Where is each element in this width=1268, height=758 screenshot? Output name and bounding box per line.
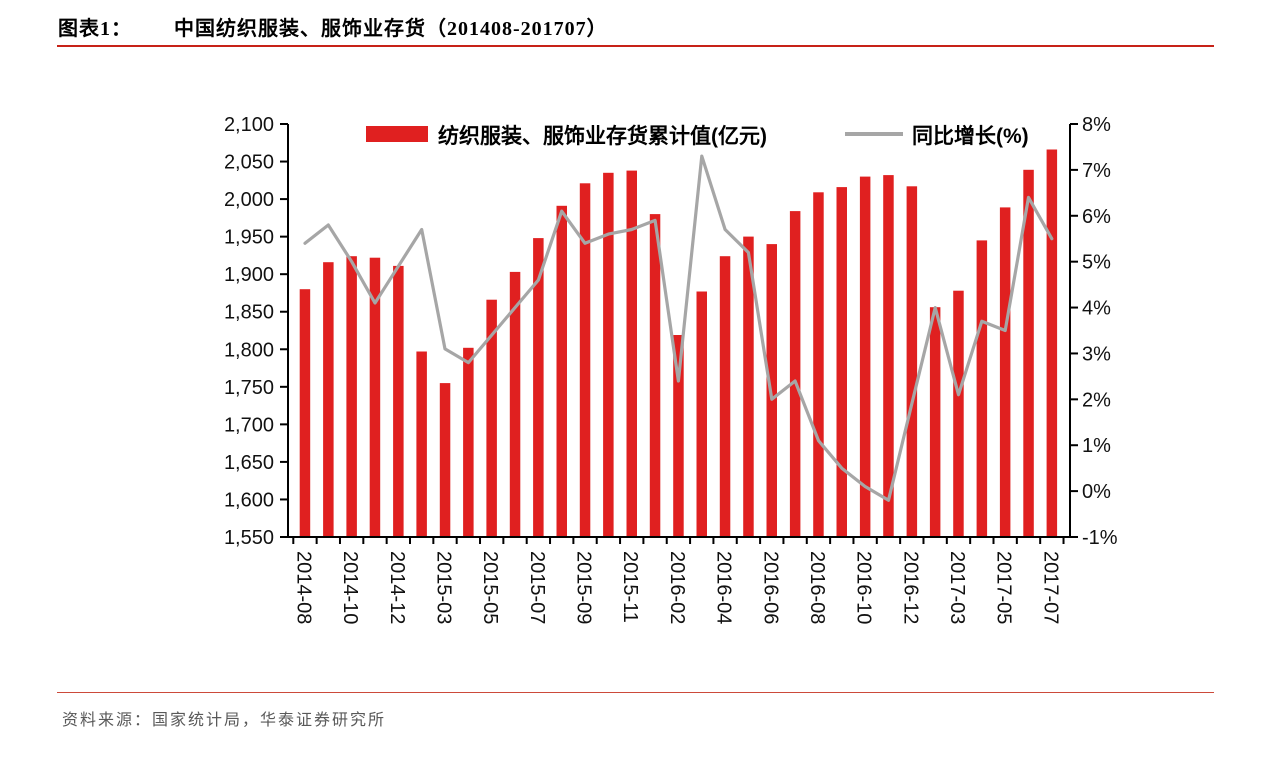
left-tick-label: 1,850 [224,302,274,324]
page-title: 中国纺织服装、服饰业存货（201408-201707） [174,18,608,40]
bar [486,299,497,537]
bar [626,170,637,537]
left-tick-label: 1,650 [224,452,274,474]
bar [603,172,614,538]
bar [929,307,941,537]
bar [416,351,427,537]
x-tick-label: 2017-07 [1039,551,1061,624]
bar [719,256,731,537]
left-axis: 2,100 2,050 2,000 1,950 1,900 1,850 1,800 1,750… [224,114,288,549]
figure-number: 图表1： [58,18,132,40]
bar [346,256,357,537]
bar [463,347,474,537]
left-tick-label: 1,550 [224,527,274,549]
x-tick-label: 2017-03 [946,551,968,624]
source-note: 资料来源：国家统计局，华泰证券研究所 [62,712,387,729]
bar [953,290,964,537]
chart-area: 2,100 2,050 2,000 1,950 1,900 1,850 1,800 1,750… [224,114,1118,624]
legend-bar-swatch [366,126,428,142]
bar [393,265,404,537]
x-axis-ticks [292,537,1065,544]
bar [509,271,521,537]
right-tick-label: 2% [1082,389,1111,411]
left-tick-label: 2,050 [224,152,274,174]
x-tick-label: 2014-10 [339,551,361,624]
bar [836,187,847,537]
bar [556,205,567,538]
left-tick-label: 1,950 [224,227,274,249]
x-tick-label: 2015-07 [526,551,548,624]
left-tick-label: 1,900 [224,264,274,286]
bar [323,262,334,537]
left-tick-label: 1,750 [224,377,274,399]
x-tick-label: 2015-09 [573,551,595,624]
x-tick-label: 2016-06 [759,551,781,624]
x-tick-label: 2016-08 [806,551,828,624]
left-tick-label: 1,700 [224,414,274,436]
x-tick-label: 2015-05 [479,551,501,624]
growth-line [303,154,1054,502]
x-tick-label: 2016-10 [853,551,875,624]
bar [859,176,871,537]
right-tick-label: 6% [1082,206,1111,228]
legend-line-label: 同比增长(%) [912,124,1029,148]
x-tick-label: 2015-03 [433,551,455,624]
axes [287,124,1071,538]
bar [369,257,381,537]
footer-divider [57,692,1214,693]
left-tick-label: 2,100 [224,114,274,136]
bar [533,238,544,537]
right-tick-label: 0% [1082,481,1111,503]
bar [906,186,918,538]
yoy-line-series [303,154,1054,502]
bar [579,183,591,538]
right-tick-label: 1% [1082,435,1111,457]
figure-header: 图表1： 中国纺织服装、服饰业存货（201408-201707） [58,12,608,41]
inventory-chart: 2,100 2,050 2,000 1,950 1,900 1,850 1,800 1,750… [224,114,1118,624]
bar [1023,169,1034,538]
right-tick-label: -1% [1082,527,1118,549]
bar [743,236,754,537]
bar [976,240,988,537]
x-axis-labels: 2014-08 2014-10 2014-12 2015-03 2015-05 2015-… [293,551,1062,624]
x-tick-label: 2016-02 [666,551,688,624]
bar [299,289,311,537]
left-tick-label: 2,000 [224,189,274,211]
right-tick-label: 3% [1082,343,1111,365]
right-tick-label: 4% [1082,298,1111,320]
x-tick-label: 2017-05 [993,551,1015,624]
bar [439,383,451,537]
x-tick-label: 2015-11 [619,551,641,623]
bar [696,291,707,537]
x-tick-label: 2016-04 [713,551,735,624]
x-tick-label: 2014-08 [293,551,315,624]
bar [649,214,661,537]
x-tick-label: 2016-12 [899,551,921,624]
x-tick-label: 2014-12 [386,551,408,624]
bar [883,175,894,537]
left-tick-label: 1,800 [224,339,274,361]
bar [813,192,824,538]
right-tick-label: 8% [1082,114,1111,136]
legend: 纺织服装、服饰业存货累计值(亿元) 同比增长(%) [366,124,1029,148]
right-axis: 8% 7% 6% 5% 4% 3% 2% 1% 0% -1% [1070,114,1118,549]
left-tick-label: 1,600 [224,489,274,511]
legend-bar-label: 纺织服装、服饰业存货累计值(亿元) [438,124,767,148]
right-tick-label: 5% [1082,252,1111,274]
bar [673,335,684,537]
title-divider [57,45,1214,47]
bar [789,211,801,537]
bar [1046,149,1058,537]
right-tick-label: 7% [1082,160,1111,182]
bar [999,207,1011,537]
bar-series [299,149,1058,538]
